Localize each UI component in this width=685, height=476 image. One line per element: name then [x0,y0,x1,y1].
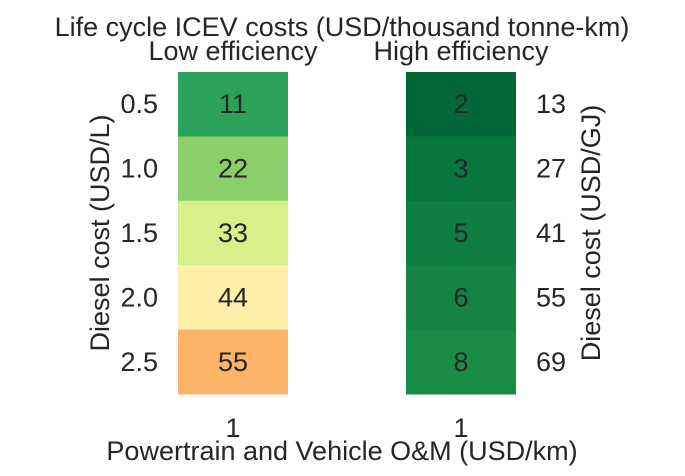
cell-value-label: 5 [453,218,468,248]
heatmap-cell-0-4 [178,329,288,395]
cell-value-label: 8 [453,347,468,377]
cell-value-label: 22 [218,154,248,184]
chart-title: Life cycle ICEV costs (USD/thousand tonn… [55,12,630,42]
y-tick-label-right: 41 [536,218,566,248]
panel-title-low: Low efficiency [148,36,318,66]
x-tick-label: 1 [453,413,468,443]
panel-title-high: High efficiency [373,36,549,66]
y-tick-label-left: 1.0 [120,154,158,184]
y-tick-label-right: 69 [536,347,566,377]
y-tick-label-left: 0.5 [120,89,158,119]
heatmap-cell-1-0 [406,72,516,137]
cell-value-label: 55 [218,347,248,377]
y-tick-label-left: 2.0 [120,282,158,312]
heatmap-cell-0-1 [178,136,288,202]
cell-value-label: 33 [218,218,248,248]
heatmap-cell-0-0 [178,72,288,137]
cell-value-label: 3 [453,154,468,184]
y-tick-label-right: 13 [536,89,566,119]
y-tick-label-right: 55 [536,282,566,312]
cell-value-label: 2 [453,89,468,119]
heatmap-cell-1-3 [406,265,516,331]
x-axis-label: Powertrain and Vehicle O&M (USD/km) [106,436,577,466]
cell-value-label: 44 [218,282,248,312]
y-tick-label-left: 1.5 [120,218,158,248]
y-tick-label-right: 27 [536,154,566,184]
y-axis-label-left: Diesel cost (USD/L) [85,114,115,351]
x-tick-label: 1 [225,413,240,443]
heatmap-cell-1-4 [406,329,516,395]
heatmap-cell-1-1 [406,136,516,202]
heatmap-marks: 11 22 33 44 55 1 2 3 5 6 8 1 0.5 1.0 1.5 2.0 2.5 13 27 41 55… [120,72,566,443]
heatmap-cell-0-3 [178,265,288,331]
cell-value-label: 11 [219,89,247,119]
heatmap-cell-1-2 [406,200,516,266]
heatmap-cell-0-2 [178,200,288,266]
cell-value-label: 6 [453,282,468,312]
y-axis-label-right: Diesel cost (USD/GJ) [576,105,606,362]
y-tick-label-left: 2.5 [120,347,158,377]
